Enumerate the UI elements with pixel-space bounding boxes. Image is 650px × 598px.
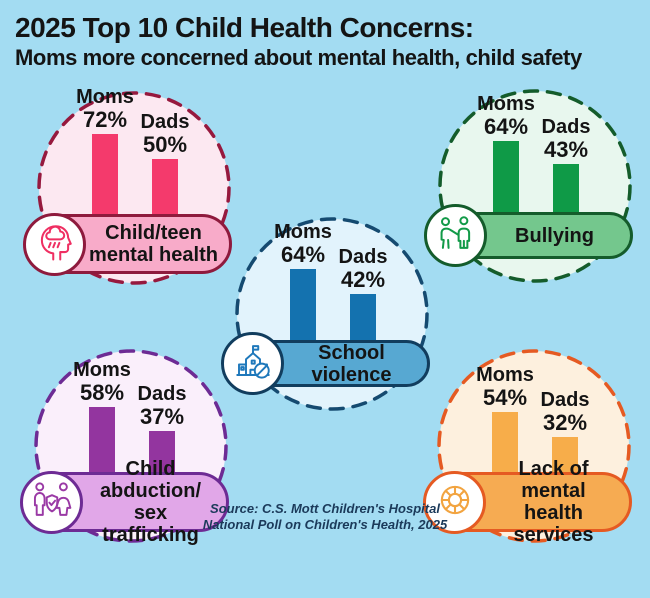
concern-bubble-school-violence: Moms 64% Dads 42% School violence — [221, 216, 430, 466]
dads-value-label: Dads 37% — [117, 384, 207, 429]
category-pill: Lack of mental health services — [423, 458, 632, 546]
page-title: 2025 Top 10 Child Health Concerns: — [15, 12, 474, 43]
category-pill: School violence — [221, 332, 430, 395]
page-subtitle: Moms more concerned about mental health,… — [15, 45, 582, 71]
category-icon-badge — [221, 332, 284, 395]
bullying-icon — [435, 212, 477, 259]
moms-percent: 64% — [483, 114, 529, 140]
moms-category-label: Moms — [476, 364, 534, 386]
concern-bubble-child-abduction-sex-trafficking: Moms 58% Dads 37% Child abduction/sex tr… — [20, 348, 229, 598]
dads-percent: 37% — [139, 404, 185, 430]
moms-category-label: Moms — [477, 93, 535, 115]
infographic-canvas: { "page": { "title": "2025 Top 10 Child … — [15, 12, 633, 546]
category-pill-label: School violence — [311, 341, 392, 386]
moms-bar — [89, 407, 115, 478]
category-pill: Child abduction/sex trafficking — [20, 458, 229, 546]
moms-value-label: Moms 54% — [460, 365, 550, 410]
category-pill-label: Lack of mental health services — [513, 458, 594, 546]
concern-bubble-lack-of-mental-health-services: Moms 54% Dads 32% Lack of mental health s… — [423, 348, 632, 598]
school-violence-icon — [232, 340, 274, 387]
category-icon-badge — [23, 212, 86, 276]
mental-health-icon — [34, 221, 76, 268]
dads-bar — [149, 431, 175, 478]
category-pill: Bullying — [424, 204, 633, 267]
dads-percent: 50% — [142, 132, 188, 158]
dads-percent: 32% — [542, 410, 588, 436]
dads-value-label: Dads 42% — [318, 247, 408, 292]
dads-bar — [552, 437, 578, 478]
dads-bar — [152, 159, 178, 220]
moms-category-label: Moms — [274, 221, 332, 243]
moms-value-label: Moms 58% — [57, 360, 147, 405]
moms-percent: 54% — [482, 385, 528, 411]
category-icon-badge — [20, 470, 83, 534]
concern-bubble-child-teen-mental-health: Moms 72% Dads 50% Child/teen mental healt… — [23, 87, 232, 340]
source-line-2: National Poll on Children's Health, 2025 — [202, 516, 448, 532]
concern-bubble-bullying: Moms 64% Dads 43% Bullying — [424, 88, 633, 338]
category-pill-label: Child/teen mental health — [89, 222, 218, 266]
moms-bar — [92, 134, 118, 220]
source-citation: Source: C.S. Mott Children's Hospital Na… — [170, 501, 480, 533]
source-line-1: Source: C.S. Mott Children's Hospital — [210, 501, 440, 516]
dads-category-label: Dads — [140, 111, 190, 133]
dads-bar — [553, 164, 579, 218]
dads-value-label: Dads 43% — [521, 117, 611, 162]
moms-percent: 58% — [79, 380, 125, 406]
dads-value-label: Dads 50% — [120, 112, 210, 157]
dads-category-label: Dads — [338, 246, 388, 268]
dads-category-label: Dads — [137, 383, 187, 405]
dads-percent: 42% — [340, 267, 386, 293]
dads-percent: 43% — [543, 137, 589, 163]
dads-value-label: Dads 32% — [520, 390, 610, 435]
lifebuoy-icon — [434, 479, 476, 526]
moms-percent: 64% — [280, 242, 326, 268]
moms-category-label: Moms — [76, 86, 134, 108]
category-pill-label: Bullying — [515, 224, 594, 247]
moms-value-label: Moms 72% — [60, 87, 150, 132]
abduction-protection-icon — [31, 479, 73, 526]
category-icon-badge — [424, 204, 487, 267]
moms-category-label: Moms — [73, 359, 131, 381]
moms-value-label: Moms 64% — [258, 222, 348, 267]
moms-bar — [492, 412, 518, 478]
moms-bar — [290, 269, 316, 346]
moms-value-label: Moms 64% — [461, 94, 551, 139]
category-pill-label: Child abduction/sex trafficking — [99, 458, 202, 546]
category-icon-badge — [423, 470, 486, 534]
dads-bar — [350, 294, 376, 346]
category-pill: Child/teen mental health — [23, 212, 232, 276]
moms-percent: 72% — [82, 107, 128, 133]
dads-category-label: Dads — [540, 389, 590, 411]
dads-category-label: Dads — [541, 116, 591, 138]
moms-bar — [493, 141, 519, 218]
